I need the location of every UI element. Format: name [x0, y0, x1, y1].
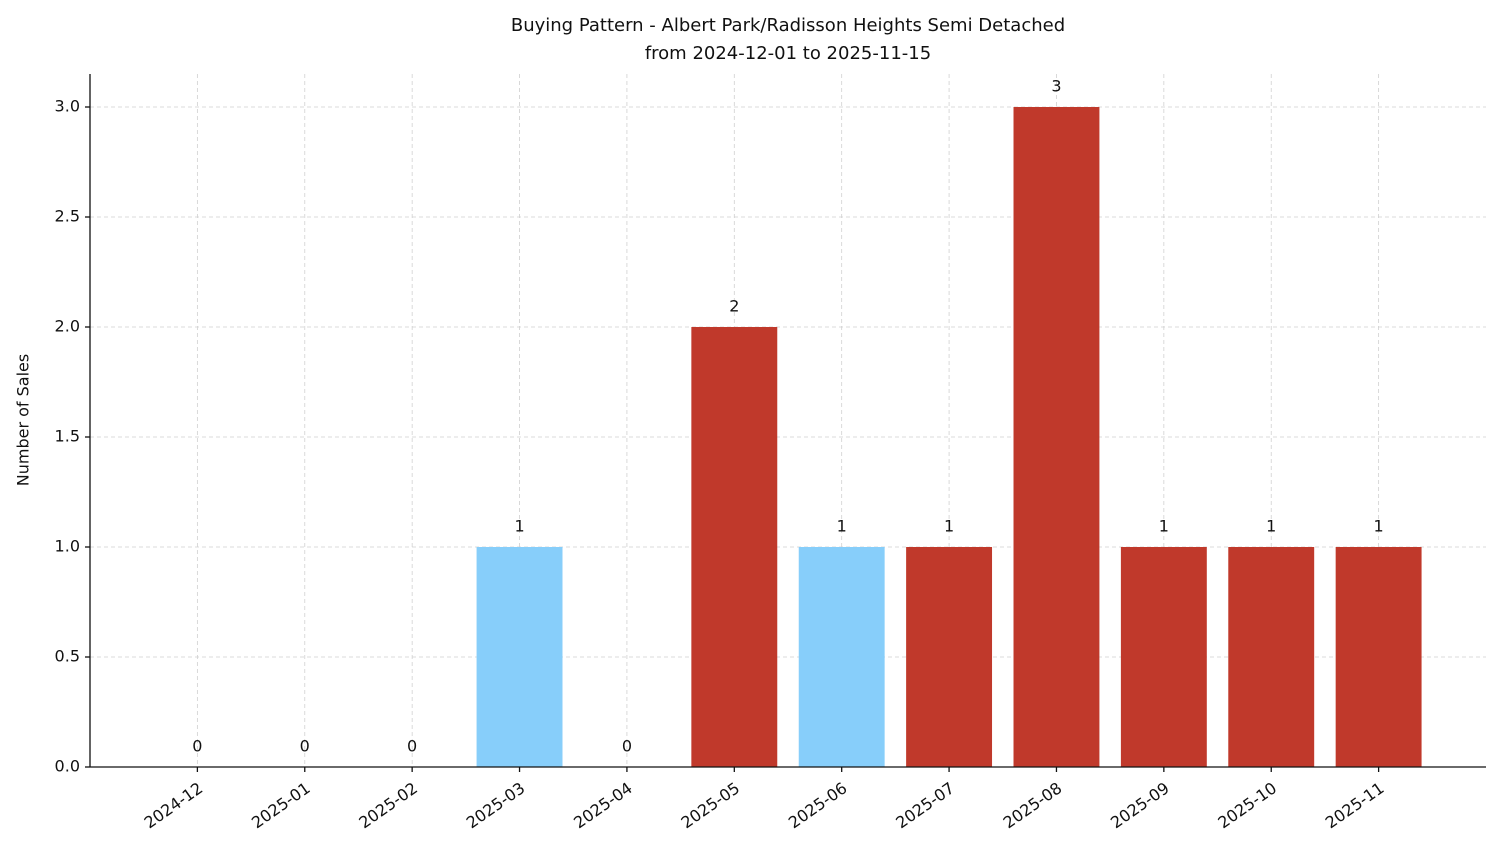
x-tick-label: 2025-02	[355, 778, 421, 832]
bar	[1013, 107, 1100, 767]
y-tick-label: 2.0	[55, 317, 80, 336]
value-label: 0	[192, 737, 202, 756]
value-label: 0	[407, 737, 417, 756]
x-tick-label: 2025-07	[892, 778, 958, 832]
chart-subtitle: from 2024-12-01 to 2025-11-15	[645, 43, 931, 64]
value-label: 1	[1374, 517, 1384, 536]
x-tick-label: 2025-08	[1000, 778, 1066, 832]
bar	[1335, 547, 1422, 767]
x-tick-label: 2025-10	[1214, 778, 1280, 832]
bar	[906, 547, 993, 767]
chart-title: Buying Pattern - Albert Park/Radisson He…	[511, 15, 1065, 36]
bar	[798, 547, 885, 767]
y-tick-label: 0.5	[55, 647, 80, 666]
bar	[1120, 547, 1207, 767]
value-label: 3	[1051, 77, 1061, 96]
x-tick-label: 2025-11	[1322, 778, 1388, 832]
bar	[1228, 547, 1315, 767]
bar	[691, 327, 778, 767]
x-tick-label: 2025-05	[678, 778, 744, 832]
value-label: 1	[514, 517, 524, 536]
y-tick-label: 3.0	[55, 97, 80, 116]
x-tick-label: 2025-01	[248, 778, 314, 832]
y-axis-label: Number of Sales	[14, 354, 33, 486]
x-tick-label: 2025-04	[570, 778, 636, 832]
bar	[476, 547, 563, 767]
x-tick-label: 2025-03	[463, 778, 529, 832]
value-label: 0	[300, 737, 310, 756]
y-tick-label: 2.5	[55, 207, 80, 226]
value-label: 1	[944, 517, 954, 536]
value-label: 0	[622, 737, 632, 756]
x-tick-label: 2025-09	[1107, 778, 1173, 832]
x-tick-label: 2024-12	[141, 778, 207, 832]
y-tick-label: 0.0	[55, 757, 80, 776]
y-tick-label: 1.0	[55, 537, 80, 556]
x-tick-label: 2025-06	[785, 778, 851, 832]
y-tick-label: 1.5	[55, 427, 80, 446]
value-label: 1	[837, 517, 847, 536]
value-label: 2	[729, 297, 739, 316]
value-label: 1	[1159, 517, 1169, 536]
value-label: 1	[1266, 517, 1276, 536]
